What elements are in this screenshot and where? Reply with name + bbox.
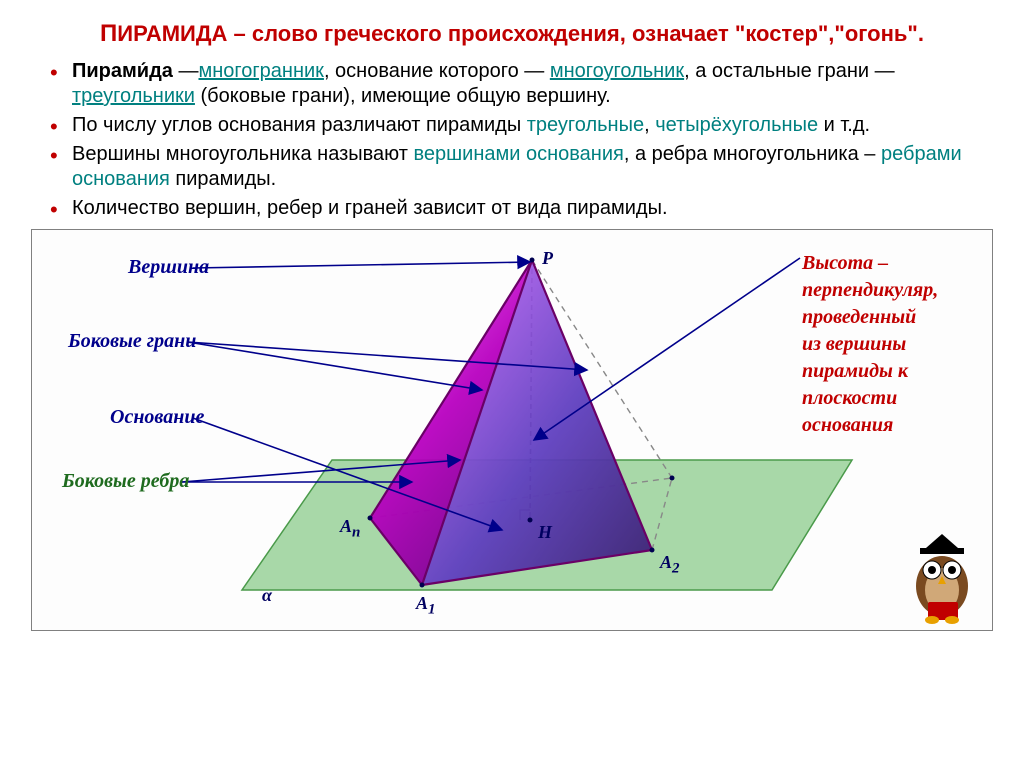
pyramid-diagram: P A1 A2 An Hα Вершина Боковые грани Основание Бо… xyxy=(31,229,993,631)
vertex-label: A2 xyxy=(660,552,680,578)
callout-label: Основание xyxy=(110,406,204,429)
vertex-label: H xyxy=(538,522,552,543)
bullet-item: Пирами́да —многогранник, основание котор… xyxy=(72,59,994,109)
plane-alpha-label: α xyxy=(262,585,272,606)
bullet-item: Количество вершин, ребер и граней зависи… xyxy=(72,196,994,221)
height-definition-label: Высота –перпендикуляр,проведенныйиз верш… xyxy=(802,250,938,439)
vertex-label: An xyxy=(340,516,360,542)
callout-label: Боковые ребра xyxy=(62,470,189,493)
bullet-item: По числу углов основания различают пирам… xyxy=(72,113,994,138)
bullet-list: Пирами́да —многогранник, основание котор… xyxy=(30,59,994,221)
slide-title: ПИРАМИДА – слово греческого происхождени… xyxy=(30,18,994,49)
title-rest: ИРАМИДА – слово греческого происхождения… xyxy=(117,21,924,46)
callout-label: Боковые грани xyxy=(68,330,196,353)
vertex-label: P xyxy=(542,248,553,269)
owl-mascot-icon xyxy=(898,530,986,626)
vertex-label: A1 xyxy=(416,593,436,619)
callout-label: Вершина xyxy=(128,256,209,279)
title-cap: П xyxy=(100,20,117,47)
bullet-item: Вершины многоугольника называют вершинам… xyxy=(72,142,994,192)
